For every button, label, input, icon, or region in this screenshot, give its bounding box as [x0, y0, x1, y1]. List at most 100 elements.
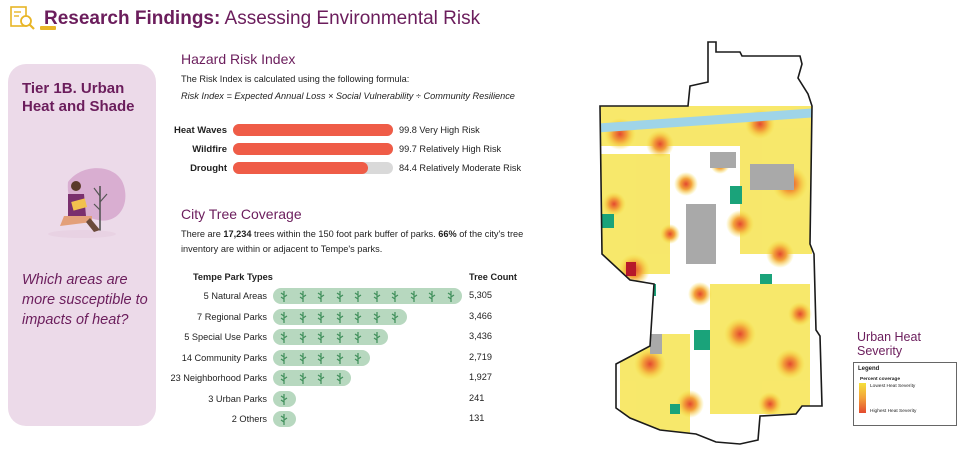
tree-icon [280, 352, 288, 364]
hazard-value: 84.4 Relatively Moderate Risk [399, 163, 522, 173]
tree-icon [317, 373, 325, 384]
tree-pill [273, 288, 462, 304]
tree-text-part2: trees within the 150 foot park buffer of… [251, 229, 439, 239]
person-reading-under-tree-illustration [48, 168, 126, 238]
sidebar-title: Tier 1B. Urban Heat and Shade [22, 80, 135, 115]
hazard-row: Wildfire 99.7 Relatively High Risk [160, 142, 501, 156]
tree-icon [336, 373, 343, 384]
hazard-bar-fill [233, 162, 369, 174]
tree-icon [373, 291, 380, 302]
tree-icon [299, 311, 306, 323]
tree-icon [280, 291, 288, 302]
tree-icon [299, 332, 306, 343]
sidebar-card: Tier 1B. Urban Heat and Shade Which area… [8, 64, 156, 426]
hazard-label: Wildfire [192, 143, 227, 155]
tree-icon [354, 311, 362, 323]
tree-icon [447, 291, 454, 302]
hazard-bar-track [233, 143, 393, 155]
park-tree-bar [273, 370, 463, 386]
tree-count-value: 241 [469, 392, 485, 403]
header-accent-bar [40, 26, 56, 30]
tree-icon [299, 373, 306, 384]
tree-icon [354, 352, 362, 364]
park-tree-bar [273, 349, 463, 366]
tree-count-value: 3,466 [469, 310, 492, 321]
tree-icon [373, 332, 380, 343]
hazard-value: 99.7 Relatively High Risk [399, 144, 502, 154]
tree-icon [336, 332, 343, 343]
tree-count-header: Tree Count [469, 272, 517, 282]
park-tree-bar [273, 288, 463, 304]
park-type-label: 14 Community Parks [181, 352, 267, 363]
page-header: Research Findings: Assessing Environment… [8, 4, 480, 34]
tree-icon [410, 291, 417, 302]
map-legend: Legend Percent coverage Lowest Heat Seve… [853, 362, 957, 426]
park-type-label: 3 Urban Parks [208, 393, 267, 404]
tree-text-part1: There are [181, 229, 224, 239]
tree-icon [428, 291, 436, 302]
hazard-row: Heat Waves 99.8 Very High Risk [160, 123, 480, 137]
hazard-value: 99.8 Very High Risk [399, 125, 480, 135]
park-tree-bar [273, 411, 463, 427]
tree-icon [373, 311, 380, 323]
hazard-intro: The Risk Index is calculated using the f… [181, 74, 410, 84]
legend-high-label: Highest Heat Severity [870, 409, 917, 414]
park-tree-bar [273, 308, 463, 325]
park-tree-bar [273, 329, 463, 345]
tree-icon [317, 291, 325, 302]
tree-pill [273, 329, 388, 345]
legend-title: Urban Heat Severity [857, 330, 921, 358]
page-title-bold: Research Findings: [44, 8, 221, 29]
park-type-label: 5 Special Use Parks [184, 332, 267, 342]
park-types-header: Tempe Park Types [193, 272, 273, 282]
park-type-label: 5 Natural Areas [203, 291, 267, 301]
tree-icon [354, 291, 362, 302]
tree-coverage-title: City Tree Coverage [181, 206, 302, 222]
urban-heat-map [599, 41, 823, 445]
park-type-label: 23 Neighborhood Parks [170, 373, 267, 383]
tree-icon [299, 352, 306, 364]
tree-icon [299, 291, 306, 302]
tree-icon [317, 332, 325, 343]
hazard-bar-track [233, 162, 393, 174]
hazard-row: Drought 84.4 Relatively Moderate Risk [160, 161, 521, 175]
tree-icon [336, 352, 343, 364]
park-row: 5 Special Use Parks [160, 328, 463, 346]
tree-icon [391, 291, 399, 302]
park-row: 2 Others [160, 410, 463, 428]
tree-icon [391, 311, 399, 323]
park-type-label: 2 Others [231, 414, 267, 424]
hazard-bar-fill [233, 143, 393, 155]
park-row: 14 Community Parks [160, 349, 463, 367]
tree-coverage-text: There are 17,234 trees within the 150 fo… [181, 227, 531, 257]
tree-icon [317, 352, 325, 364]
park-row: 7 Regional Parks [160, 308, 463, 326]
hazard-label: Heat Waves [174, 124, 227, 136]
page-title-rest: Assessing Environmental Risk [220, 8, 481, 29]
park-row: 23 Neighborhood Parks [160, 369, 463, 387]
tree-pill [273, 370, 351, 386]
hazard-bar-track [233, 124, 393, 136]
tree-icon [280, 373, 288, 384]
legend-subheading: Percent coverage [860, 377, 900, 382]
hazard-label: Drought [190, 162, 227, 174]
magnifier-document-icon [8, 4, 38, 34]
tree-icon [280, 393, 288, 405]
page-title: Research Findings: Assessing Environment… [44, 8, 480, 30]
tree-count-value: 2,719 [469, 351, 492, 362]
tree-count-value: 131 [469, 413, 485, 423]
park-row: 5 Natural Areas [160, 287, 463, 305]
park-row: 3 Urban Parks [160, 390, 463, 408]
tree-count-value: 1,927 [469, 372, 492, 382]
tree-icon [280, 414, 288, 425]
legend-heading: Legend [858, 366, 880, 372]
hazard-title: Hazard Risk Index [181, 51, 296, 67]
park-tree-bar [273, 390, 463, 407]
park-type-label: 7 Regional Parks [197, 311, 267, 322]
tree-icon [317, 311, 325, 323]
sidebar-question: Which areas are more susceptible to impa… [22, 272, 148, 328]
legend-low-label: Lowest Heat Severity [870, 384, 916, 389]
tree-count-value: 5,305 [469, 290, 492, 300]
legend-gradient [859, 383, 866, 413]
tree-icon [280, 311, 288, 323]
